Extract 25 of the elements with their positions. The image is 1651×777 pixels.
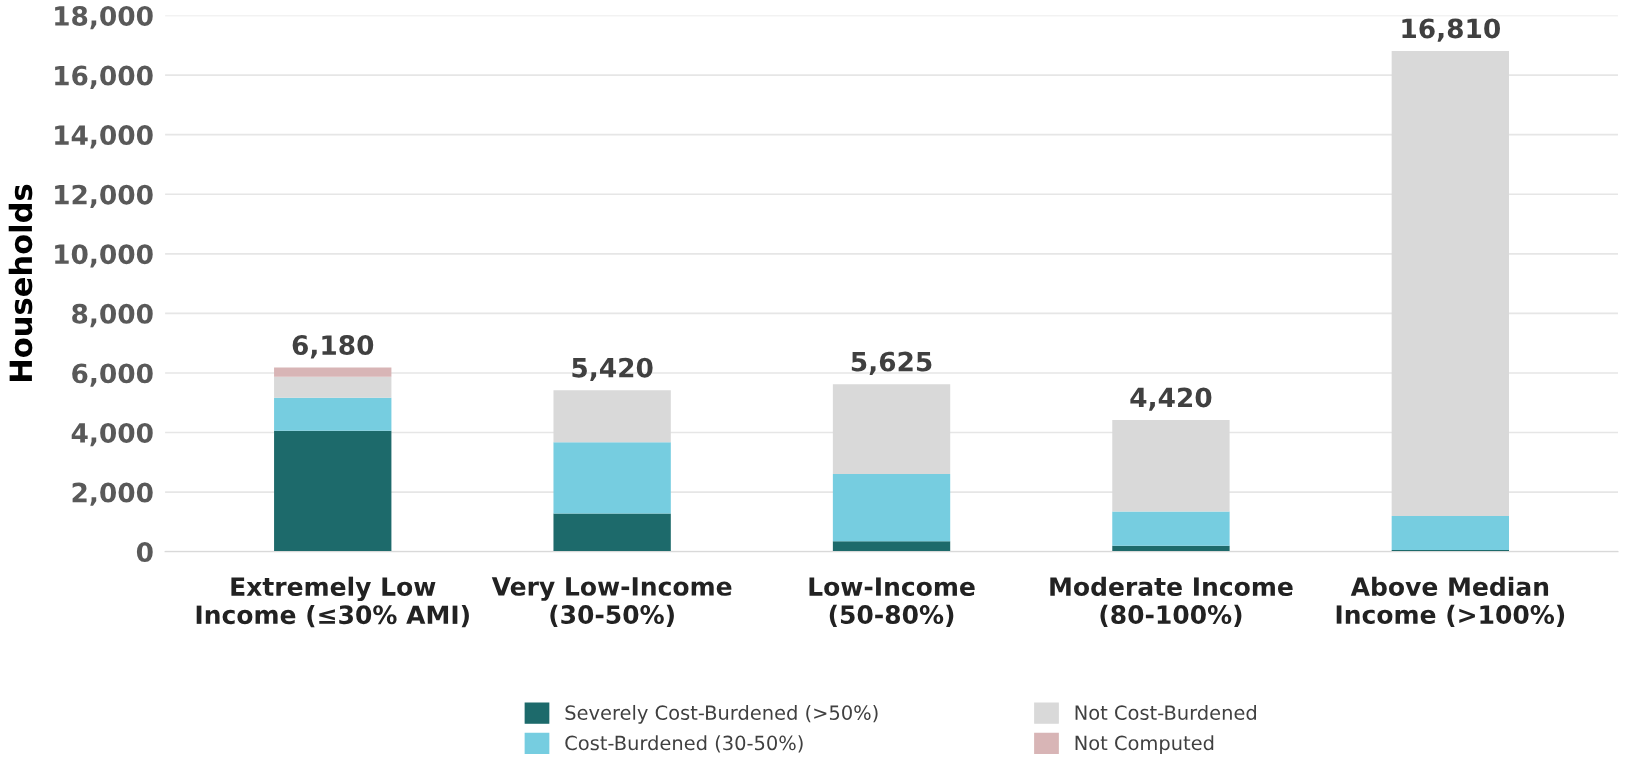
x-tick-label: Extremely Low Income (≤30% AMI) xyxy=(196,576,469,628)
y-tick-label: 2,000 xyxy=(72,482,153,506)
y-tick-label: 0 xyxy=(136,542,153,563)
y-tick-label: 4,000 xyxy=(71,422,153,447)
x-tick-label: Moderate Income (80-100%) xyxy=(1050,576,1293,627)
total-label: 4,420 xyxy=(1130,387,1212,411)
y-tick-label: 8,000 xyxy=(72,303,153,328)
total-label: 5,420 xyxy=(572,357,653,382)
legend-label: Not Cost-Burdened xyxy=(1075,704,1256,721)
y-tick-label: 14,000 xyxy=(55,125,153,149)
x-tick-label: Low-Income (50-80%) xyxy=(809,577,975,627)
y-tick-label: 6,000 xyxy=(72,363,153,387)
legend-label: Severely Cost-Burdened (>50%) xyxy=(565,704,878,724)
y-tick-label: 10,000 xyxy=(55,244,153,268)
x-tick-label: Above Median Income (>100%) xyxy=(1336,576,1565,627)
y-tick-label: 12,000 xyxy=(55,184,153,209)
x-tick-label: Very Low-Income (30-50%) xyxy=(491,577,732,627)
legend-label: Cost-Burdened (30-50%) xyxy=(565,735,803,753)
y-tick-label: 16,000 xyxy=(55,65,153,89)
total-label: 6,180 xyxy=(292,335,374,359)
legend-label: Not Computed xyxy=(1075,735,1214,755)
total-label: 5,625 xyxy=(851,351,932,375)
y-tick-label: 18,000 xyxy=(55,5,153,30)
y-axis-title: Households xyxy=(8,184,33,382)
total-label: 16,810 xyxy=(1402,18,1500,42)
